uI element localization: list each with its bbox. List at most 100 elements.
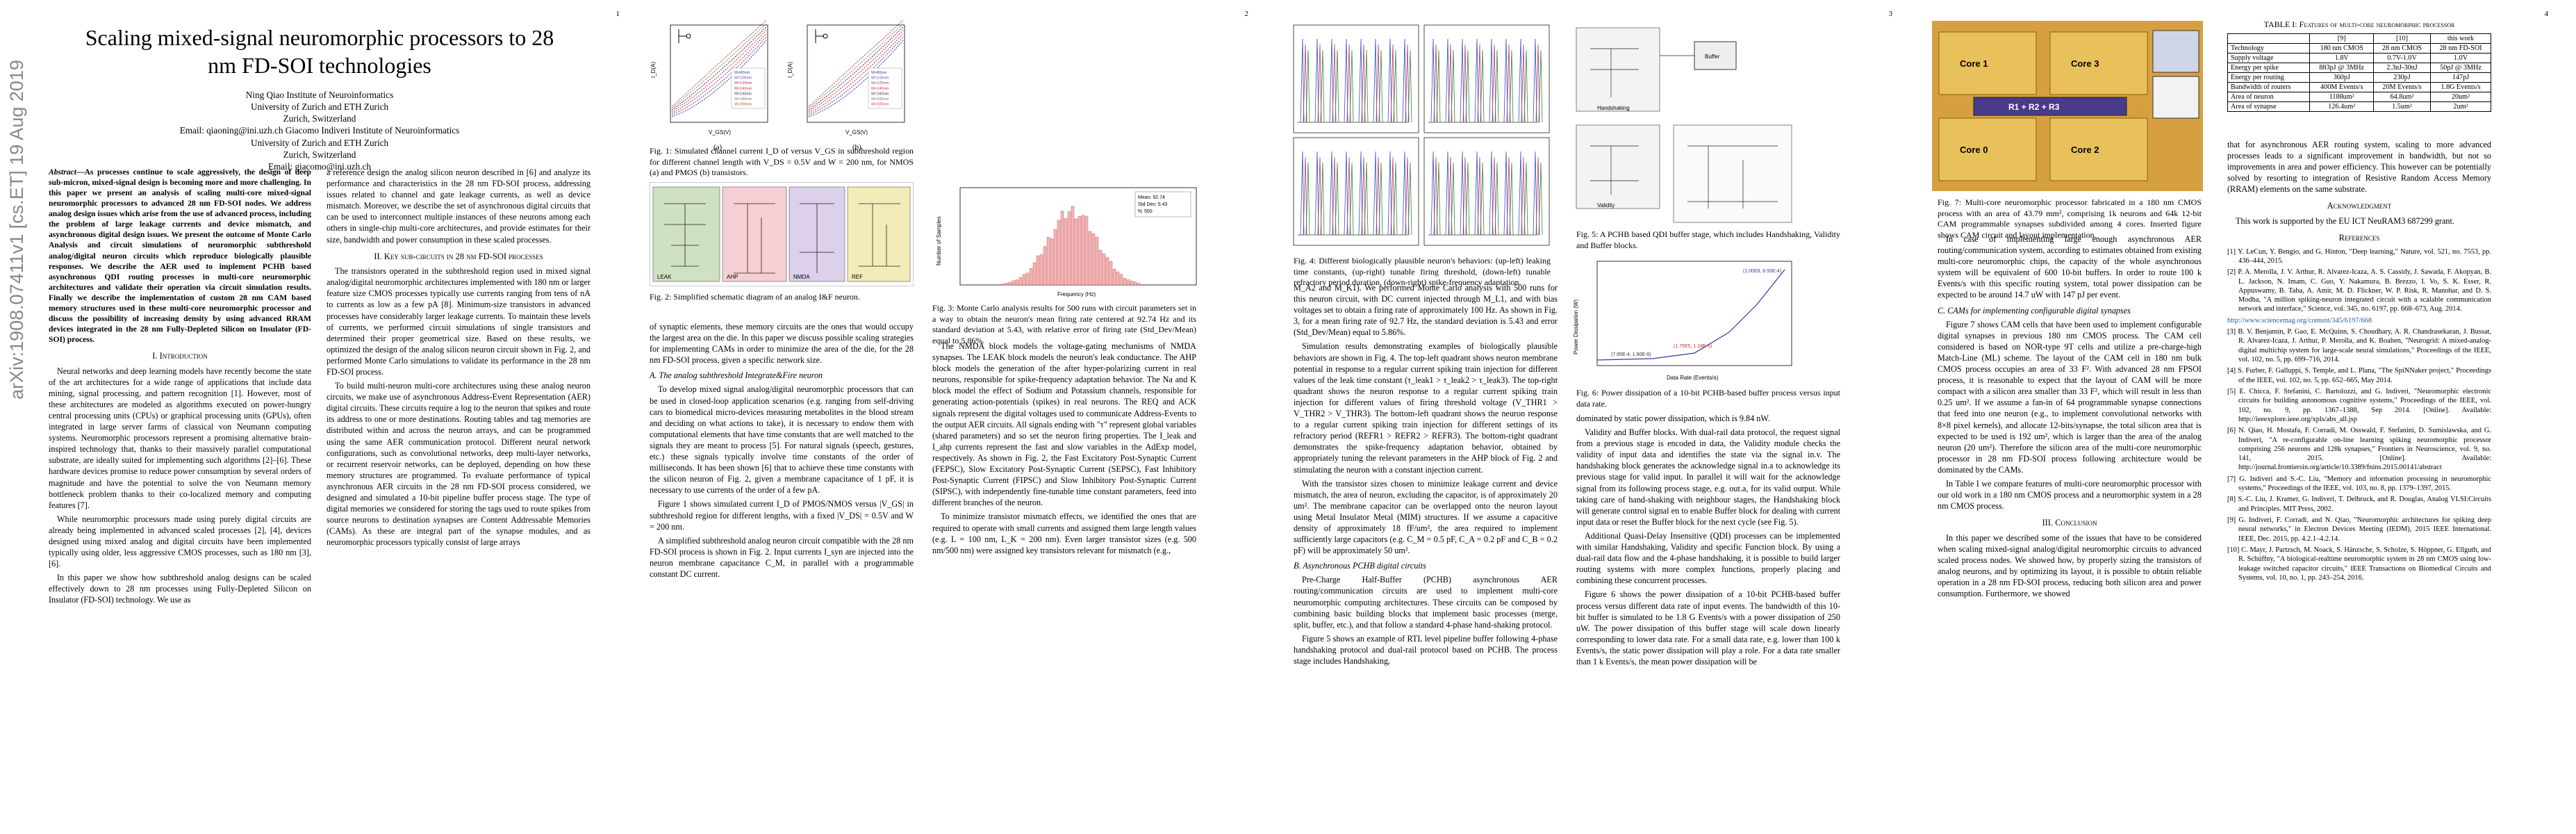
table-cell: 883pJ @ 3MHz	[2309, 62, 2374, 73]
paragraph: a reference design the analog silicon ne…	[327, 167, 591, 245]
abstract: Abstract—As processes continue to scale …	[49, 167, 311, 345]
fig3-bar	[1084, 215, 1089, 286]
fig3-stat: N: 500	[1138, 209, 1153, 214]
fig3-bar	[1098, 250, 1103, 286]
reference-item: [7] G. Indiveri and S.-C. Liu, "Memory a…	[2227, 475, 2491, 493]
author-line: Zurich, Switzerland	[283, 113, 356, 124]
fig3-bar	[1123, 278, 1127, 286]
fig4-caption: Fig. 4: Different biologically plausible…	[1294, 256, 1551, 288]
reference-link[interactable]: http://www.sciencemag.org/content/345/61…	[2227, 316, 2372, 325]
fig1-legend-entry: W=180nm	[734, 97, 752, 101]
paragraph: M_A2 and M_K1). We performed Monte Carlo…	[1294, 283, 1558, 338]
paragraph: of synaptic elements, these memory circu…	[650, 322, 914, 366]
arxiv-stamp-text: arXiv:1908.07411v1 [cs.ET] 19 Aug 2019	[6, 59, 27, 400]
fig4-trace	[1298, 49, 1412, 123]
fig3-stat: Mean: 92.74	[1138, 195, 1165, 200]
fig2-caption: Fig. 2: Simplified schematic diagram of …	[650, 292, 860, 302]
fig1-legend-entry: W=180nm	[871, 97, 889, 101]
table-row: Energy per spike 883pJ @ 3MHz 2.3nJ-30nJ 50…	[2227, 62, 2491, 73]
fig1-legend-entry: W=140nm	[871, 87, 889, 91]
fig1-curve	[808, 26, 904, 111]
reference-item: [10] C. Mayr, J. Partzsch, M. Noack, S. …	[2227, 546, 2491, 582]
fig4-trace	[1428, 162, 1543, 236]
fig3-bar	[1015, 279, 1019, 286]
paragraph: Simulation results demonstrating example…	[1294, 341, 1558, 475]
section-heading: III. Conclusion	[2042, 518, 2097, 528]
figure-5: Handshaking Validity Buffer	[1569, 21, 1799, 229]
fig3-bar	[1116, 271, 1120, 286]
subsection-heading: B. Asynchronous PCHB digital circuits	[1294, 561, 1426, 571]
table-header-cell: [10]	[2372, 33, 2431, 44]
reference-item: [9] G. Indiveri, F. Corradi, and N. Qiao…	[2227, 516, 2491, 543]
fig3-bar	[1032, 262, 1037, 286]
table-header-cell: this work	[2430, 33, 2491, 44]
fig3-bar	[1008, 281, 1012, 286]
fig1-legend-entry: W=120nm	[871, 81, 889, 85]
table-title: TABLE I: Features of multi-core neuromor…	[2263, 19, 2455, 29]
fig3-bar	[1081, 215, 1085, 286]
table-row: Supply voltage 1.8V 0.7V-1.0V 1.0V	[2227, 52, 2491, 63]
author-line: University of Zurich and ETH Zurich	[250, 101, 389, 113]
fig3-bar	[1053, 229, 1057, 286]
table-cell: 64.8um²	[2372, 91, 2431, 102]
page-3: 3 Fig. 4: Different biologically plausib…	[1288, 0, 1913, 834]
fig1-curve	[671, 26, 767, 111]
fig1-curve	[808, 33, 904, 114]
fig7-router-label: R1 + R2 + R3	[2008, 102, 2060, 112]
fig4-panel	[1423, 24, 1550, 133]
fig3-bar	[1088, 231, 1092, 286]
fig1-curve	[808, 23, 904, 109]
author-line: Email: giacomo@ini.uzh.ch	[267, 161, 371, 172]
table-cell: Supply voltage	[2227, 52, 2311, 63]
fig1-inset-schematic-icon	[678, 29, 691, 43]
fig6-annotation: (1.00E8, 8.50E-4)	[1743, 269, 1781, 274]
fig3-bar	[1137, 283, 1141, 286]
fig6-xlabel: Data Rate (Events/s)	[1667, 375, 1719, 381]
paragraph: Figure 6 shows the power dissipation of …	[1576, 589, 1840, 667]
table-cell: Energy per routing	[2227, 72, 2311, 83]
paragraph: In Table I we compare features of multi-…	[1938, 478, 2202, 512]
fig1-legend-entry: W=140nm	[734, 87, 752, 91]
fig7-core-label: Core 3	[2071, 58, 2099, 69]
fig1-sublabel-a: (a)	[713, 143, 723, 152]
fig1-sublabel-b: (b)	[852, 143, 861, 152]
paragraph: Figure 7 shows CAM cells that have been …	[1938, 319, 2202, 475]
fig2-block-label: AHP	[727, 274, 738, 280]
fig1-legend-entry: W=100nm	[871, 76, 889, 81]
fig1-inset-schematic-icon	[815, 29, 828, 43]
fig7-core-label: Core 1	[1960, 58, 1988, 69]
figure-2: LEAK AHP NMDA REF	[650, 182, 914, 286]
fig3-bar	[1105, 257, 1109, 286]
table-header-row: [9] [10] this work	[2227, 33, 2491, 44]
abstract-text: —As processes continue to scale aggressi…	[49, 167, 311, 344]
table-cell: 126.4um²	[2309, 101, 2374, 112]
fig7-chip: Core 1 Core 3 Core 0 Core 2 R1 + R2 + R3	[1932, 21, 2203, 191]
paragraph: The NMDA block models the voltage-gating…	[932, 341, 1196, 508]
fig2-schematic: LEAK AHP NMDA REF	[652, 186, 911, 282]
fig3-bar	[1018, 277, 1023, 286]
paragraph: Figure 1 shows simulated current I_D of …	[650, 499, 914, 532]
fig3-bar	[1064, 218, 1068, 286]
page-number: 4	[2544, 10, 2549, 18]
table-cell: 1188um²	[2309, 91, 2374, 102]
table-row: Energy per routing 360pJ 230pJ 147pJ	[2227, 72, 2491, 83]
paragraph: Validity and Buffer blocks. With dual-ra…	[1576, 427, 1840, 527]
fig3-bar	[1133, 281, 1137, 286]
fig3-bar	[1029, 268, 1033, 286]
paragraph: In this paper we described some of the i…	[1938, 532, 2202, 599]
fig4-panel	[1423, 137, 1550, 246]
fig3-bar	[1022, 274, 1026, 286]
fig1-curve	[671, 36, 767, 116]
column-left: M_A2 and M_K1). We performed Monte Carlo…	[1294, 282, 1558, 669]
reference-list: [1] Y. LeCun, Y. Bengio, and G. Hinton, …	[2227, 247, 2491, 583]
author-line: Ning Qiao Institute of Neuroinformatics	[245, 90, 394, 100]
column-left: of synaptic elements, these memory circu…	[650, 321, 914, 582]
fig6-annotation: (7.95E-4, 1.90E-6)	[1611, 352, 1651, 357]
fig2-block-label: NMDA	[793, 274, 810, 280]
fig6-caption: Fig. 6: Power dissipation of a 10-bit PC…	[1576, 388, 1840, 409]
page-1: 1 arXiv:1908.07411v1 [cs.ET] 19 Aug 2019…	[0, 0, 625, 834]
fig1-ylabel: I_D(A)	[650, 62, 657, 78]
table-cell: 147pJ	[2430, 72, 2491, 83]
author-line: Zurich, Switzerland	[283, 149, 356, 160]
